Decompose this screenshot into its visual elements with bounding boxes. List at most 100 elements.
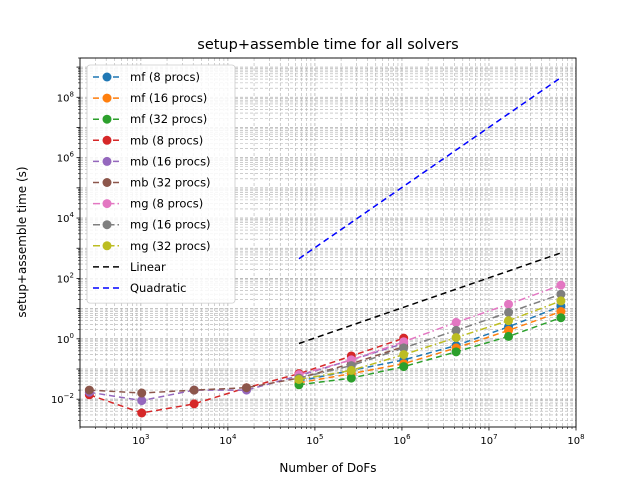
series-line: [298, 310, 562, 384]
x-tick-label: 108: [567, 433, 584, 447]
data-point-marker: [451, 325, 461, 335]
series-line: [298, 252, 562, 345]
legend-label: mf (8 procs): [130, 70, 200, 84]
data-point-marker: [556, 313, 566, 323]
legend-item: mg (32 procs): [93, 239, 211, 253]
y-tick-label-base: 10: [57, 214, 70, 225]
x-tick-label-base: 10: [132, 436, 145, 447]
series-line: [298, 76, 562, 260]
y-tick-label-base: 10: [57, 93, 70, 104]
y-tick-label-exponent: 4: [70, 211, 75, 219]
legend-label: Quadratic: [130, 281, 187, 295]
legend-swatch-marker: [102, 156, 112, 166]
y-tick-label-exponent: 6: [70, 151, 75, 159]
legend-swatch-marker: [102, 220, 112, 230]
x-tick-label-base: 10: [567, 436, 580, 447]
x-tick-label-base: 10: [393, 436, 406, 447]
data-point-marker: [346, 373, 356, 383]
x-tick-label-exponent: 4: [232, 433, 237, 441]
legend-label: mg (16 procs): [130, 218, 211, 232]
legend-item: Linear: [93, 260, 166, 274]
legend-box: [86, 64, 236, 304]
y-tick-label: 104: [57, 211, 75, 225]
data-point-marker: [556, 307, 566, 317]
series-group: [298, 76, 562, 260]
legend-label: mf (16 procs): [130, 91, 207, 105]
series-line: [298, 300, 562, 381]
legend-label: mb (32 procs): [130, 176, 211, 190]
x-tick-label: 107: [480, 433, 497, 447]
data-point-marker: [504, 331, 514, 341]
data-point-marker: [504, 299, 514, 309]
series-group: [294, 296, 566, 384]
legend-item: Quadratic: [93, 281, 187, 295]
legend-item: mf (16 procs): [93, 91, 207, 105]
x-tick-label-exponent: 6: [406, 433, 411, 441]
data-point-marker: [399, 337, 409, 347]
series-line: [298, 293, 562, 379]
data-point-marker: [137, 408, 147, 418]
data-point-marker: [137, 396, 147, 406]
legend: mf (8 procs) mf (16 procs) mf (32 procs) mb…: [86, 64, 236, 304]
x-tick-label-exponent: 3: [145, 433, 149, 441]
legend-item: mb (16 procs): [93, 154, 211, 168]
legend-swatch-marker: [102, 199, 112, 209]
x-tick-label: 105: [306, 433, 323, 447]
legend-item: mb (8 procs): [93, 133, 203, 147]
y-tick-label-exponent: 2: [70, 271, 74, 279]
data-point-marker: [556, 280, 566, 290]
series-line: [298, 317, 562, 386]
y-tick-label-exponent: −2: [64, 392, 74, 400]
data-point-marker: [451, 347, 461, 357]
series-group: [294, 313, 566, 390]
legend-swatch-marker: [102, 114, 112, 124]
legend-swatch-marker: [102, 178, 112, 187]
legend-swatch-marker: [102, 72, 112, 82]
x-tick-label-exponent: 7: [493, 433, 497, 441]
legend-label: mg (32 procs): [130, 239, 211, 253]
y-tick-label-exponent: 8: [70, 90, 74, 98]
series-layer: [84, 76, 566, 418]
y-axis-label: setup+assemble time (s): [15, 166, 29, 317]
legend-label: mg (8 procs): [130, 197, 203, 211]
x-tick-label-base: 10: [219, 436, 232, 447]
y-tick-label-base: 10: [57, 274, 70, 285]
data-point-marker: [242, 383, 252, 393]
data-point-marker: [294, 374, 304, 384]
y-tick-label: 106: [57, 151, 75, 165]
legend-swatch-marker: [102, 135, 112, 145]
y-tick-label-exponent: 0: [70, 332, 74, 340]
x-tick-label: 106: [393, 433, 411, 447]
series-group: [298, 252, 562, 345]
legend-item: mg (16 procs): [93, 218, 211, 232]
data-point-marker: [346, 365, 356, 375]
y-tick-label: 108: [57, 90, 74, 104]
y-tick-label: 100: [57, 332, 74, 346]
data-point-marker: [504, 316, 514, 326]
plot-frame: [79, 57, 577, 428]
series-line: [298, 284, 562, 376]
data-point-marker: [137, 388, 147, 398]
legend-label: mb (8 procs): [130, 133, 203, 147]
legend-item: mf (8 procs): [93, 70, 200, 84]
y-tick-label: 102: [57, 271, 74, 285]
legend-swatch-marker: [102, 241, 112, 251]
x-tick-label-exponent: 5: [319, 433, 323, 441]
y-tick-label-base: 10: [51, 395, 64, 406]
data-point-marker: [451, 317, 461, 327]
x-tick-label-exponent: 8: [580, 433, 584, 441]
data-point-marker: [189, 385, 199, 395]
x-tick-label-base: 10: [306, 436, 319, 447]
x-axis-label: Number of DoFs: [279, 461, 376, 475]
data-point-marker: [189, 399, 199, 409]
data-point-marker: [451, 333, 461, 343]
legend-item: mg (8 procs): [93, 197, 203, 211]
data-point-marker: [504, 307, 514, 317]
y-tick-label: 10−2: [51, 392, 74, 406]
y-tick-label-base: 10: [57, 154, 70, 165]
data-point-marker: [556, 289, 566, 299]
legend-item: mb (32 procs): [93, 176, 211, 190]
series-group: [294, 280, 566, 380]
